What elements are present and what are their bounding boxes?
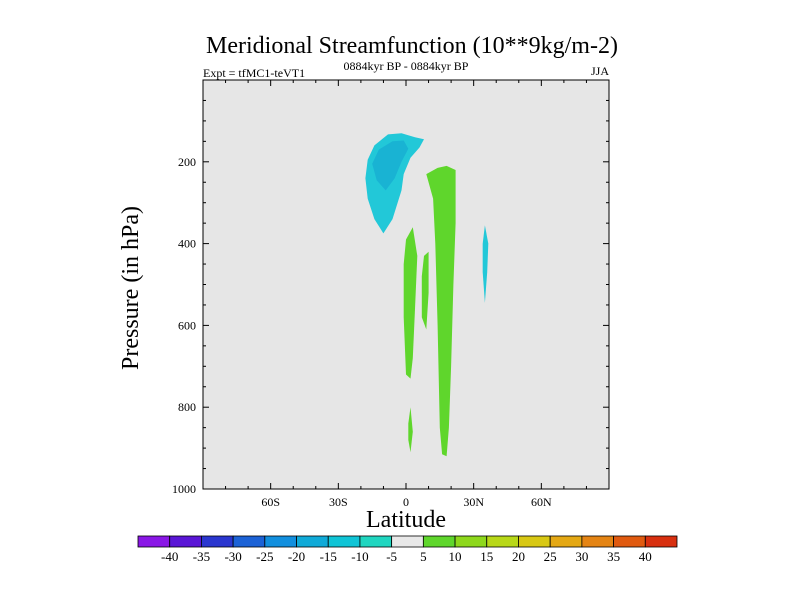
colorbar-label: -25 [256,549,273,564]
colorbar: -40 -35 -30 -25 -20 -15 -10 -5 5 10 15 20 25 30 35 40 [137,535,678,564]
colorbar-label: -15 [320,549,337,564]
chart-title: Meridional Streamfunction (10**9kg/m-2) [206,33,618,59]
nh-tropical-positive-cell [426,165,456,457]
colorbar-label: 30 [575,549,588,564]
y-axis-ticks: 200 400 600 800 1000 [172,99,609,496]
colorbar-label: -40 [161,549,178,564]
x-axis-ticks: 60S 30S 0 30N 60N [225,80,587,509]
x-tick-label: 0 [403,495,409,509]
eq-positive-cell-c [408,407,413,453]
colorbar-label: -5 [386,549,397,564]
colorbar-box [296,535,329,548]
colorbar-box [232,535,266,548]
x-axis-label: Latitude [366,507,446,533]
colorbar-label: -30 [224,549,241,564]
colorbar-box [422,535,456,548]
eq-positive-cell-b [421,251,429,330]
colorbar-label: 20 [512,549,525,564]
x-tick-label: 60S [261,495,280,509]
colorbar-label: 35 [607,549,620,564]
colorbar-label: 10 [449,549,462,564]
colorbar-label: 5 [420,549,427,564]
experiment-label: Expt = tfMC1-teVT1 [203,66,305,80]
colorbar-label: -10 [351,549,368,564]
colorbar-box [201,535,234,548]
colorbar-label: 25 [544,549,557,564]
colorbar-box [486,535,519,548]
colorbar-box [454,535,488,548]
y-tick-label: 200 [178,155,196,169]
y-tick-label: 1000 [172,482,196,496]
colorbar-label: -35 [193,549,210,564]
y-axis-label: Pressure (in hPa) [118,206,144,370]
colorbar-label: 40 [639,549,652,564]
y-tick-label: 800 [178,400,196,414]
x-tick-label: 30S [329,495,348,509]
y-tick-label: 600 [178,318,196,332]
colorbar-label: -20 [288,549,305,564]
colorbar-box [549,535,583,548]
colorbar-box [613,535,646,548]
season-label: JJA [591,64,609,78]
y-tick-label: 400 [178,237,196,251]
x-tick-label: 30N [463,495,484,509]
colorbar-box [137,535,171,548]
nh-negative-strip [482,225,489,303]
colorbar-box [264,535,297,548]
colorbar-box [327,535,361,548]
period-label: 0884kyr BP - 0884kyr BP [344,59,469,73]
contour-regions [365,133,489,457]
x-tick-label: 60N [531,495,552,509]
colorbar-box [359,535,393,548]
colorbar-box [644,535,678,548]
upper-negative-core [372,140,409,191]
colorbar-box [581,535,614,548]
colorbar-box [518,535,551,548]
colorbar-box [169,535,202,548]
colorbar-box [391,535,424,548]
colorbar-label: 15 [480,549,493,564]
eq-positive-cell-a [403,227,418,379]
